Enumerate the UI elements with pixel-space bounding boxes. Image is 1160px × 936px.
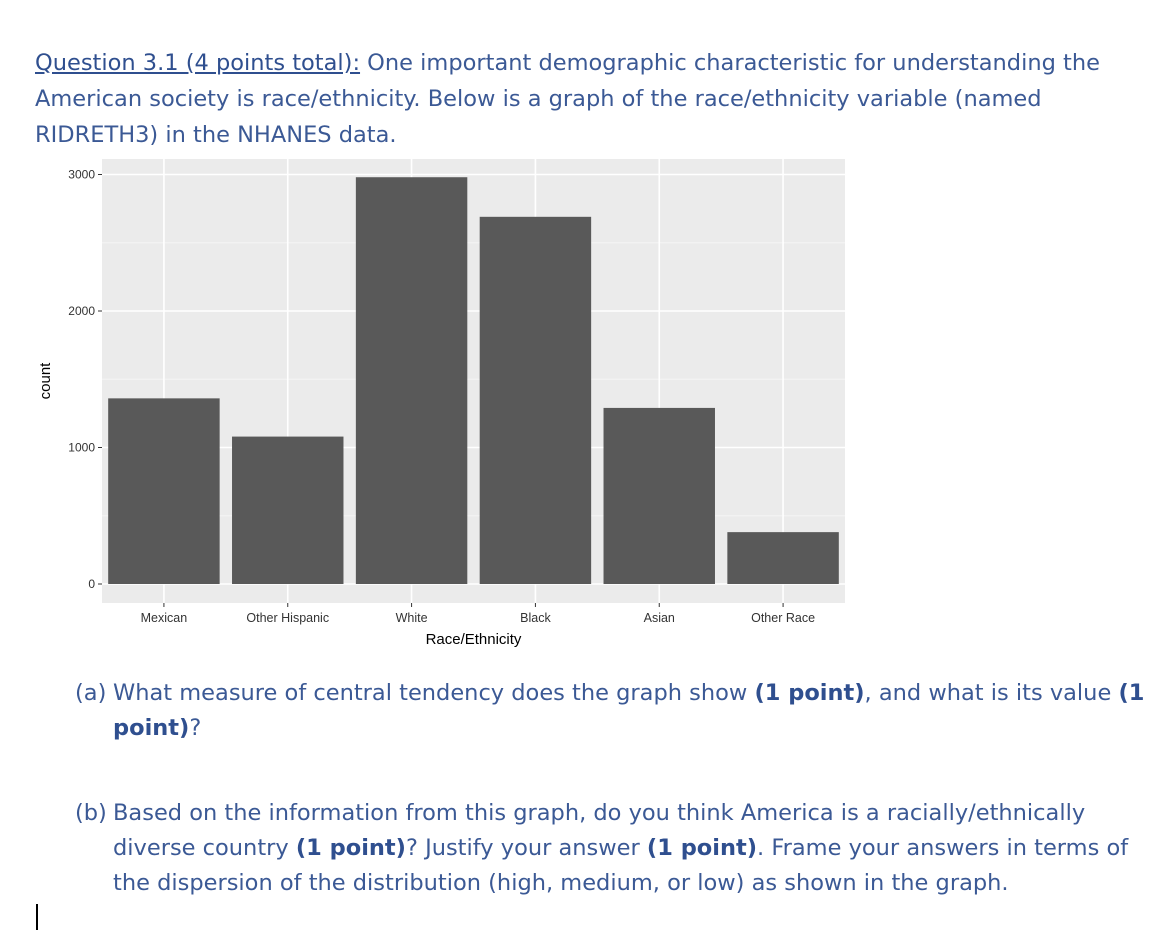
x-tick-label: White [396, 611, 428, 625]
part-a-points-1: (1 point) [754, 680, 865, 706]
x-axis-title: Race/Ethnicity [426, 631, 522, 648]
part-a-text: What measure of central tendency does th… [113, 676, 1145, 746]
bar-chart: 0 1000 2000 3000 Mexican Other Hispanic White… [37, 159, 845, 648]
part-b: (b) Based on the information from this g… [75, 796, 1145, 901]
y-tick-label: 1000 [68, 441, 95, 455]
question-text: One important demographic characteristic… [35, 50, 1100, 148]
text-cursor[interactable] [36, 904, 38, 930]
y-tick-label: 3000 [68, 168, 95, 182]
part-a-points-2: (1 point) [113, 680, 1145, 741]
x-tick-label: Mexican [141, 611, 188, 625]
x-tick-label: Other Race [751, 611, 815, 625]
plot-panel [102, 159, 845, 603]
part-a-letter: (a) [75, 680, 107, 706]
question-paragraph: Question 3.1 (4 points total): One impor… [35, 45, 1135, 153]
x-tick-label: Asian [644, 611, 675, 625]
part-a-text-2: , and what is its value [864, 680, 1119, 706]
part-a: (a) What measure of central tendency doe… [75, 676, 1145, 746]
part-b-text-3: . Frame your answers in terms of the dis… [113, 835, 1129, 896]
y-tick-label: 2000 [68, 304, 95, 318]
bar-mexican [108, 398, 220, 584]
bar-other-race [727, 532, 839, 584]
part-a-text-1: What measure of central tendency does th… [113, 680, 755, 706]
part-a-text-3: ? [189, 715, 202, 741]
bar-black [479, 216, 592, 584]
part-b-points-2: (1 point) [646, 835, 758, 861]
y-tick-label: 0 [88, 577, 95, 591]
bar-other-hispanic [232, 436, 344, 584]
part-b-text: Based on the information from this graph… [113, 796, 1145, 901]
y-axis: 0 1000 2000 3000 [68, 168, 102, 591]
x-tick-label: Black [520, 611, 551, 625]
x-tick-label: Other Hispanic [246, 611, 329, 625]
bar-white [355, 177, 468, 585]
x-axis: Mexican Other Hispanic White Black Asian Othe… [141, 603, 815, 625]
bar-asian [603, 407, 715, 584]
question-title: Question 3.1 (4 points total): [35, 50, 361, 76]
y-axis-title: count [37, 362, 54, 400]
part-b-text-2: ? Justify your answer [405, 835, 647, 861]
part-b-points-1: (1 point) [295, 835, 406, 861]
part-b-text-1: Based on the information from this graph… [113, 800, 1086, 861]
bars [108, 177, 839, 585]
part-b-letter: (b) [75, 800, 107, 826]
